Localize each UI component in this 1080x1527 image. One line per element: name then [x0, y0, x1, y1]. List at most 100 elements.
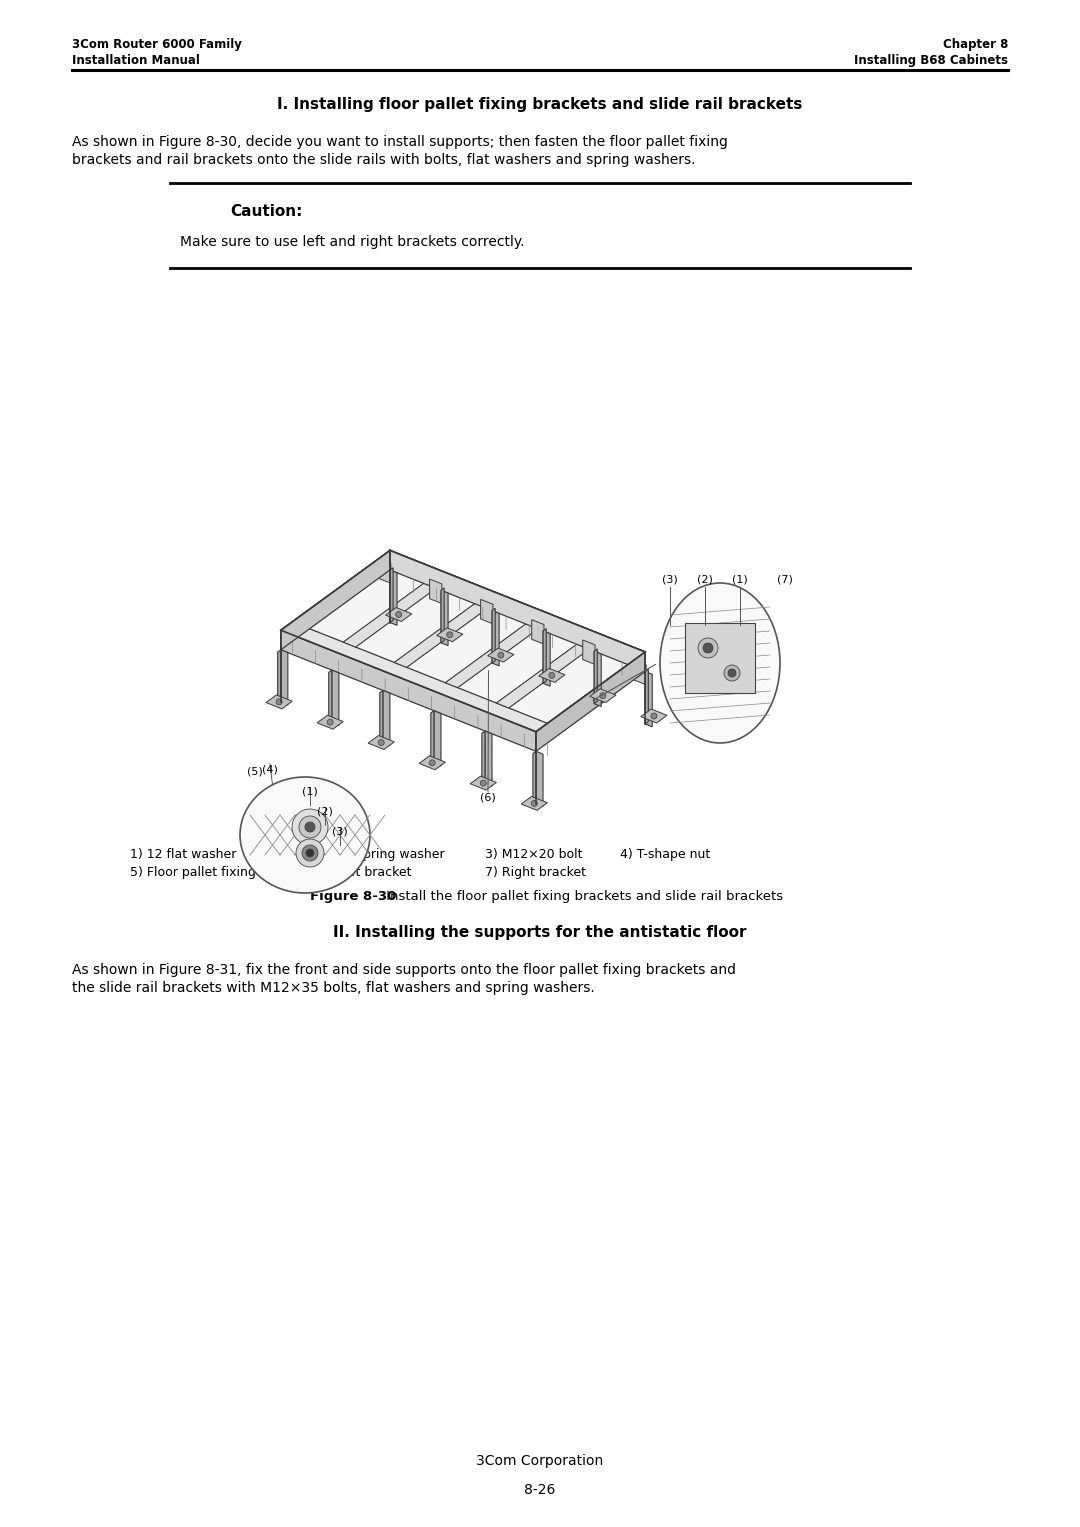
Circle shape — [306, 849, 314, 857]
Polygon shape — [379, 550, 645, 660]
Polygon shape — [281, 651, 288, 705]
Polygon shape — [645, 669, 648, 724]
Polygon shape — [640, 709, 667, 722]
Polygon shape — [390, 550, 645, 672]
Text: 7) Right bracket: 7) Right bracket — [485, 866, 586, 880]
Polygon shape — [594, 651, 602, 707]
Circle shape — [327, 719, 333, 725]
Text: (3): (3) — [662, 576, 678, 585]
Text: 6) Left bracket: 6) Left bracket — [320, 866, 411, 880]
Text: the slide rail brackets with M12×35 bolts, flat washers and spring washers.: the slide rail brackets with M12×35 bolt… — [72, 980, 595, 996]
Text: (5): (5) — [247, 767, 262, 777]
Polygon shape — [318, 715, 343, 730]
Text: II. Installing the supports for the antistatic floor: II. Installing the supports for the anti… — [334, 925, 746, 941]
Polygon shape — [332, 670, 339, 725]
Polygon shape — [281, 550, 645, 731]
Circle shape — [703, 643, 713, 654]
Polygon shape — [497, 640, 595, 709]
Text: 3Com Corporation: 3Com Corporation — [476, 1454, 604, 1467]
Polygon shape — [441, 591, 448, 646]
Text: 3) M12×20 bolt: 3) M12×20 bolt — [485, 847, 582, 861]
Polygon shape — [536, 751, 543, 806]
Polygon shape — [281, 621, 548, 731]
Polygon shape — [485, 731, 492, 786]
Text: 5) Floor pallet fixing bracket: 5) Floor pallet fixing bracket — [130, 866, 307, 880]
Polygon shape — [436, 628, 463, 641]
Circle shape — [276, 699, 282, 705]
Circle shape — [299, 815, 321, 838]
Polygon shape — [481, 600, 492, 625]
Polygon shape — [634, 660, 646, 684]
Circle shape — [296, 838, 324, 867]
Text: (3): (3) — [333, 828, 348, 837]
Polygon shape — [470, 776, 497, 789]
Polygon shape — [394, 600, 492, 667]
Polygon shape — [522, 797, 548, 811]
Polygon shape — [548, 660, 646, 728]
Polygon shape — [441, 588, 444, 643]
Polygon shape — [685, 623, 755, 693]
Text: 3Com Router 6000 Family: 3Com Router 6000 Family — [72, 38, 242, 50]
Polygon shape — [583, 640, 595, 664]
Circle shape — [481, 780, 486, 786]
Circle shape — [651, 713, 657, 719]
Text: Figure 8-30: Figure 8-30 — [310, 890, 396, 902]
Text: 1) 12 flat washer: 1) 12 flat washer — [130, 847, 237, 861]
Circle shape — [447, 632, 453, 638]
Circle shape — [302, 844, 318, 861]
Text: (1): (1) — [302, 786, 318, 797]
Text: (2): (2) — [318, 806, 333, 817]
Polygon shape — [645, 672, 652, 727]
Text: Install the floor pallet fixing brackets and slide rail brackets: Install the floor pallet fixing brackets… — [382, 890, 783, 902]
Polygon shape — [488, 647, 514, 663]
Polygon shape — [281, 550, 390, 651]
Polygon shape — [383, 690, 390, 745]
Polygon shape — [430, 579, 442, 603]
Polygon shape — [492, 608, 496, 663]
Polygon shape — [492, 611, 499, 666]
Text: (2): (2) — [697, 576, 713, 585]
Text: I. Installing floor pallet fixing brackets and slide rail brackets: I. Installing floor pallet fixing bracke… — [278, 98, 802, 111]
Polygon shape — [328, 670, 332, 725]
Polygon shape — [390, 568, 393, 623]
Polygon shape — [434, 710, 441, 767]
Polygon shape — [445, 620, 544, 687]
Text: (4): (4) — [262, 764, 278, 774]
Polygon shape — [431, 710, 434, 765]
Ellipse shape — [240, 777, 370, 893]
Circle shape — [728, 669, 735, 676]
Text: Chapter 8: Chapter 8 — [943, 38, 1008, 50]
Text: 4) T-shape nut: 4) T-shape nut — [620, 847, 711, 861]
Text: brackets and rail brackets onto the slide rails with bolts, flat washers and spr: brackets and rail brackets onto the slid… — [72, 153, 696, 166]
Polygon shape — [539, 669, 565, 683]
Polygon shape — [343, 579, 442, 647]
Polygon shape — [278, 651, 281, 704]
Text: (6): (6) — [481, 793, 496, 802]
Polygon shape — [531, 620, 544, 644]
Polygon shape — [594, 649, 597, 704]
Circle shape — [378, 739, 384, 745]
Polygon shape — [482, 731, 485, 786]
Text: Installation Manual: Installation Manual — [72, 53, 200, 67]
Polygon shape — [543, 631, 550, 686]
Text: As shown in Figure 8-31, fix the front and side supports onto the floor pallet f: As shown in Figure 8-31, fix the front a… — [72, 964, 735, 977]
Polygon shape — [536, 652, 645, 751]
Polygon shape — [532, 751, 536, 806]
Text: 2) 12 spring washer: 2) 12 spring washer — [320, 847, 445, 861]
Text: (1): (1) — [732, 576, 747, 585]
Text: Caution:: Caution: — [230, 205, 302, 218]
Text: Installing B68 Cabinets: Installing B68 Cabinets — [854, 53, 1008, 67]
Polygon shape — [379, 559, 391, 583]
Polygon shape — [419, 756, 445, 770]
Circle shape — [698, 638, 718, 658]
Circle shape — [498, 652, 503, 658]
Polygon shape — [368, 736, 394, 750]
Polygon shape — [380, 690, 383, 745]
Polygon shape — [543, 629, 546, 684]
Text: (7): (7) — [778, 576, 793, 585]
Circle shape — [599, 693, 606, 699]
Polygon shape — [386, 608, 411, 621]
Polygon shape — [390, 570, 397, 625]
Circle shape — [292, 809, 328, 844]
Ellipse shape — [660, 583, 780, 744]
